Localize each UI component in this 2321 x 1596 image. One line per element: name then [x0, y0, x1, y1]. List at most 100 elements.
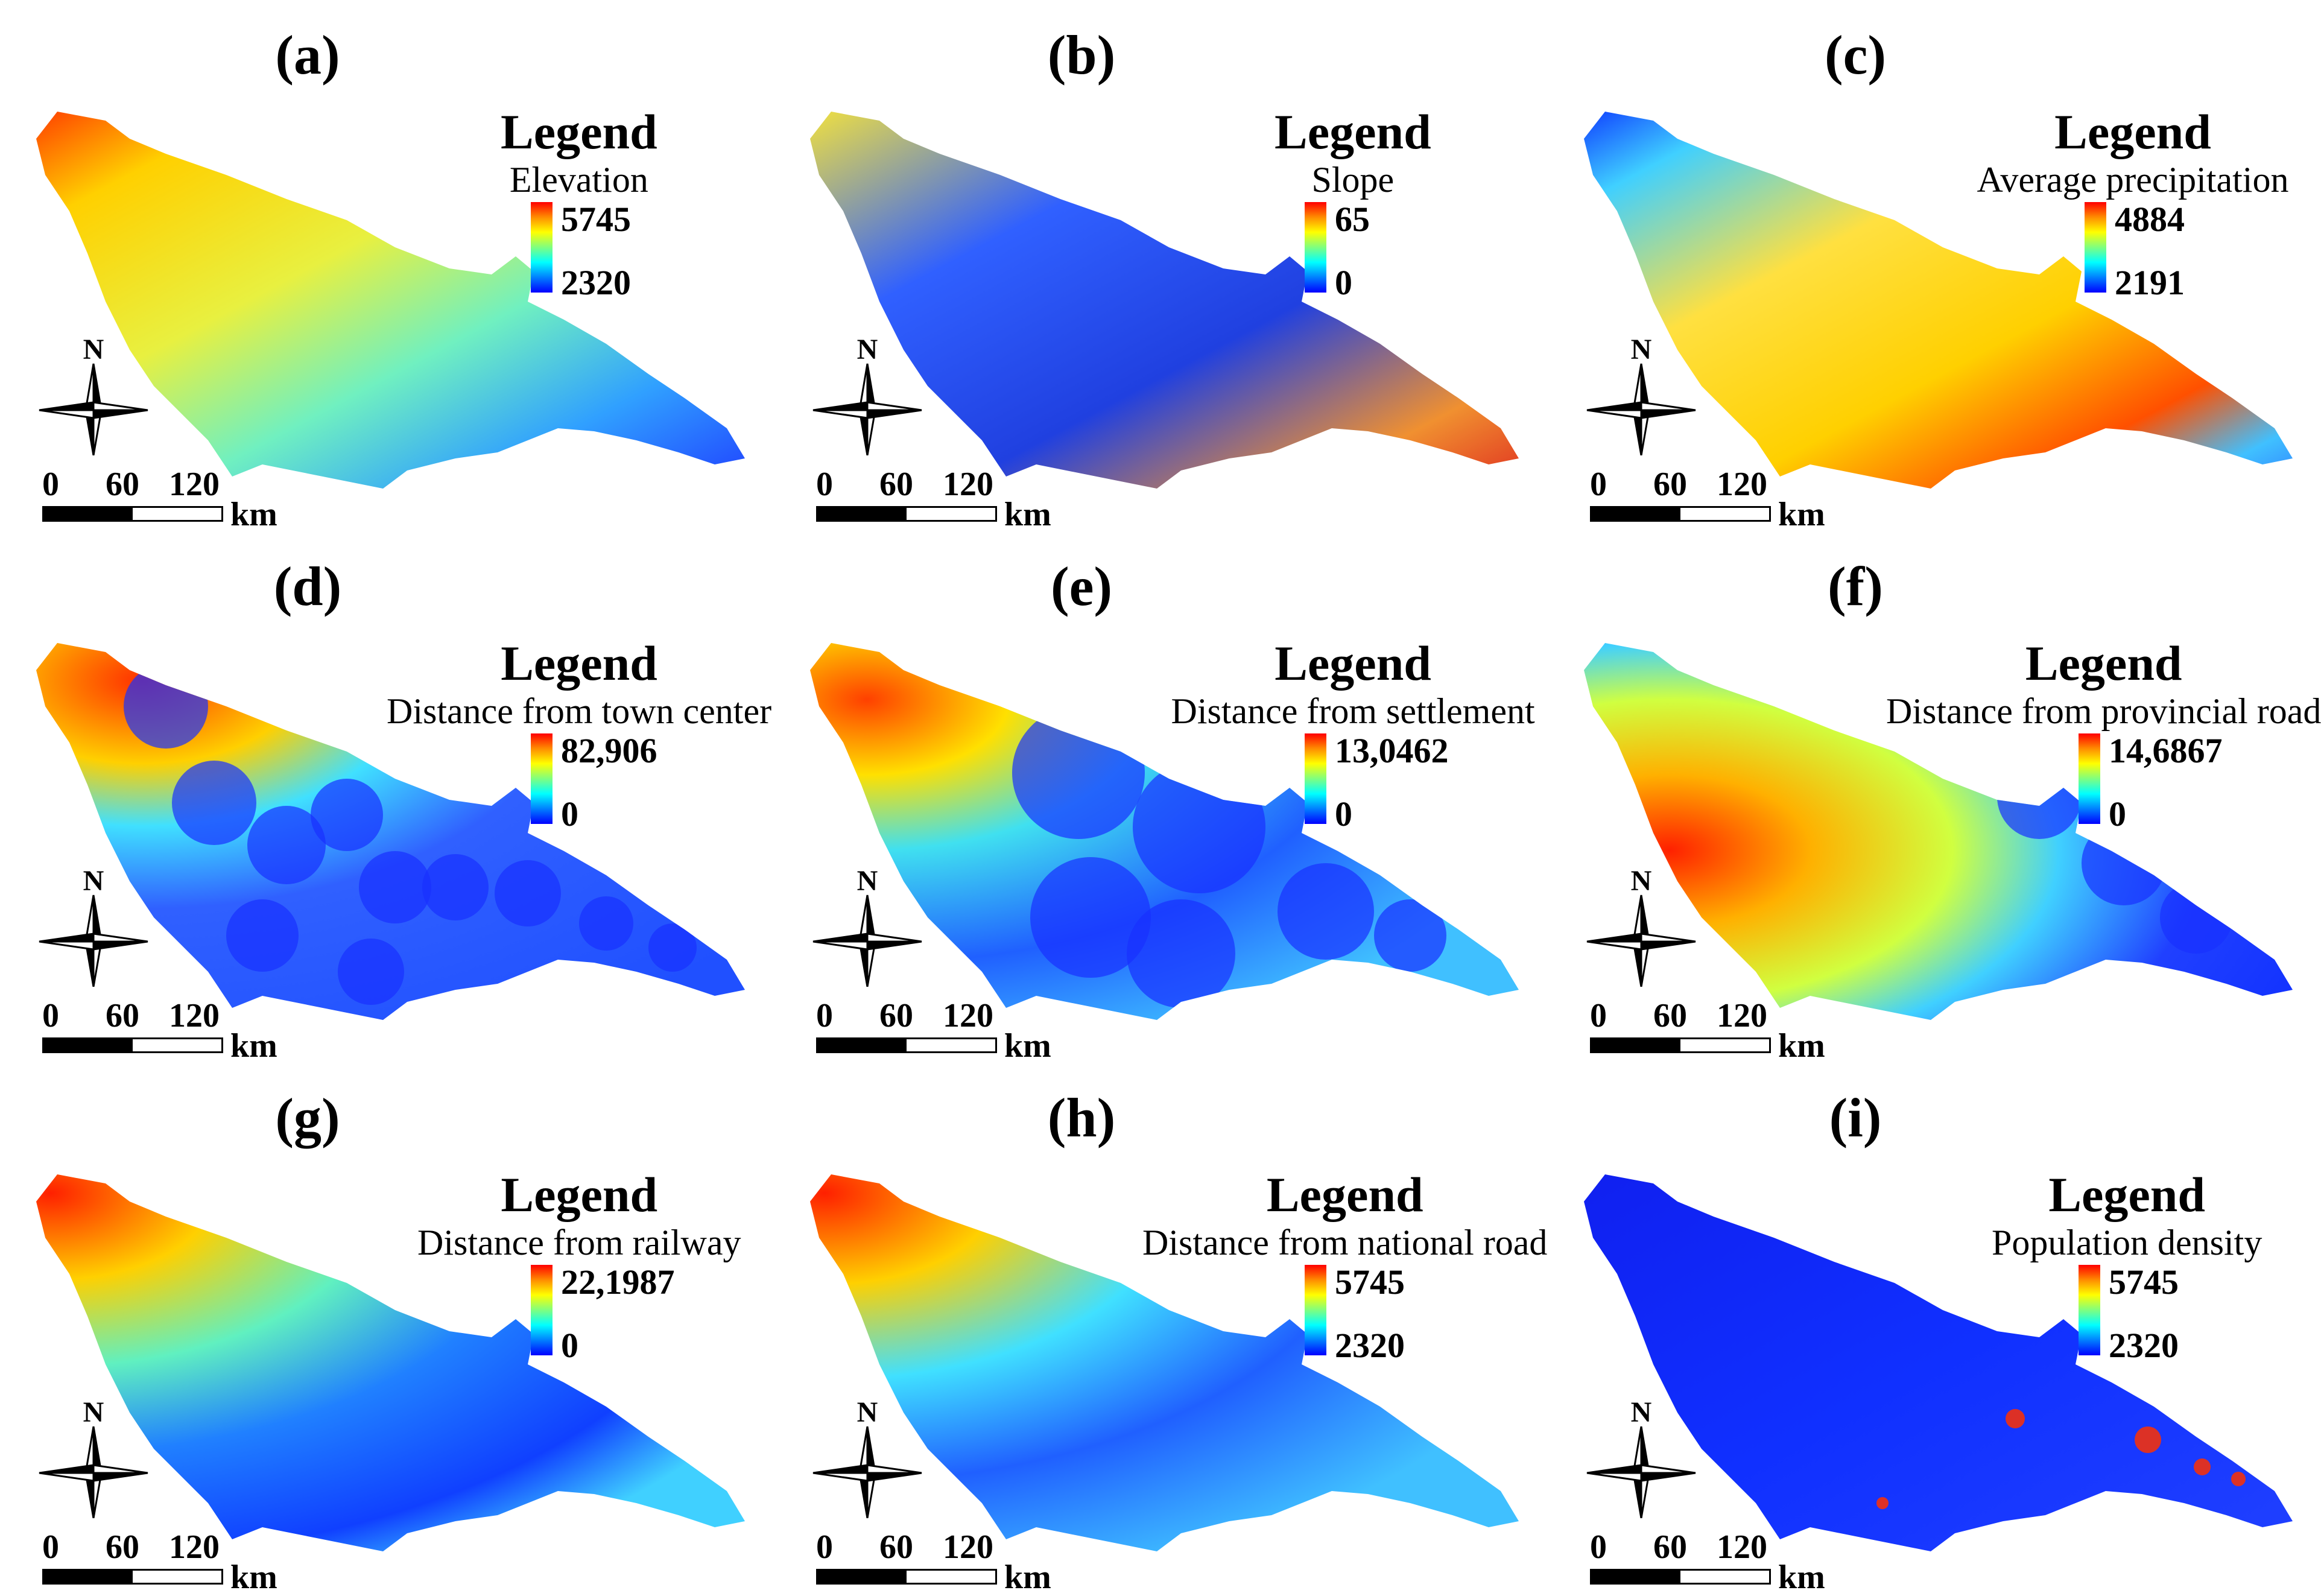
legend-title: Legend: [2025, 636, 2182, 691]
north-label: N: [1631, 866, 1652, 897]
legend-color-ramp: [531, 202, 553, 293]
legend-min-value: 2191: [2115, 263, 2185, 302]
north-arrow-icon: N: [1586, 866, 1696, 987]
scale-graphic: [42, 1037, 223, 1053]
legend-min-value: 0: [1335, 263, 1352, 302]
scale-tick-0: 0: [1590, 466, 1607, 503]
scale-graphic: [816, 1037, 997, 1053]
scale-unit: km: [1778, 496, 1825, 533]
scale-tick-0: 0: [42, 997, 59, 1034]
legend: Legend Average precipitation: [1977, 107, 2289, 198]
legend-max-value: 5745: [2109, 1262, 2179, 1302]
scale-tick-60: 60: [106, 466, 139, 503]
north-label: N: [1631, 1398, 1652, 1428]
legend-title: Legend: [2048, 1167, 2206, 1222]
scale-graphic: [1590, 1037, 1771, 1053]
legend-color-ramp: [2079, 733, 2100, 824]
legend-max-value: 4884: [2115, 200, 2185, 239]
legend-variable: Distance from railway: [417, 1223, 741, 1262]
legend-variable: Average precipitation: [1977, 160, 2289, 200]
legend-variable: Distance from provincial road: [1886, 691, 2321, 731]
scale-tick-60: 60: [1653, 997, 1687, 1034]
legend: Legend Distance from railway: [417, 1170, 741, 1261]
legend: Legend Slope: [1274, 107, 1431, 198]
panel-label: (f): [1828, 556, 1883, 617]
map-elevation: [36, 112, 745, 489]
legend-max-value: 5745: [561, 200, 631, 239]
scale-tick-60: 60: [879, 1528, 913, 1566]
scale-graphic: [1590, 1569, 1771, 1585]
scale-tick-60: 60: [879, 466, 913, 503]
scale-bar: 0 60 120 km: [42, 1530, 296, 1594]
study-region: [1584, 1174, 2293, 1551]
north-arrow-icon: N: [812, 866, 922, 987]
legend-color-ramp: [2079, 1265, 2100, 1355]
map-panel-railway: (g) Legend Distance from railway 22,1987 0 N 0…: [0, 1063, 773, 1594]
panel-label: (g): [275, 1087, 340, 1148]
north-arrow-icon: N: [39, 1398, 148, 1518]
map-panel-elevation: (a) Legend Elevation 5745 2320 N 0 60 120 km: [0, 0, 773, 531]
scale-bar: 0 60 120 km: [1590, 1530, 1843, 1594]
legend-title: Legend: [2054, 104, 2211, 159]
legend-variable: Population density: [1992, 1223, 2262, 1262]
legend: Legend Population density: [1992, 1170, 2262, 1261]
legend-variable: Distance from settlement: [1171, 691, 1535, 731]
scale-graphic: [816, 506, 997, 522]
legend-variable: Distance from national road: [1142, 1223, 1548, 1262]
scale-unit: km: [1004, 1027, 1051, 1065]
scale-tick-60: 60: [106, 997, 139, 1034]
legend-title: Legend: [501, 1167, 658, 1222]
legend-max-value: 5745: [1335, 1262, 1405, 1302]
scale-bar: 0 60 120 km: [816, 467, 1069, 531]
north-arrow-icon: N: [39, 866, 148, 987]
study-region: [810, 1174, 1519, 1551]
scale-tick-120: 120: [169, 466, 220, 503]
map-railway: [36, 1174, 745, 1551]
scale-tick-0: 0: [816, 997, 833, 1034]
scale-tick-0: 0: [42, 1528, 59, 1566]
scale-unit: km: [230, 496, 277, 533]
panel-label: (h): [1047, 1087, 1116, 1148]
study-region: [36, 643, 745, 1020]
map-panel-national: (h) Legend Distance from national road 5745…: [774, 1063, 1547, 1594]
scale-tick-120: 120: [169, 1528, 220, 1566]
legend-variable: Elevation: [509, 160, 648, 200]
scale-bar: 0 60 120 km: [42, 997, 296, 1063]
legend-variable: Slope: [1311, 160, 1395, 200]
north-arrow-icon: N: [39, 335, 148, 455]
legend: Legend Distance from settlement: [1171, 639, 1535, 731]
scale-tick-0: 0: [816, 466, 833, 503]
map-precip: [1584, 112, 2293, 489]
legend: Legend Distance from town center: [387, 639, 772, 731]
scale-tick-120: 120: [1717, 997, 1767, 1034]
scale-bar: 0 60 120 km: [816, 1530, 1069, 1594]
legend-color-ramp: [531, 1265, 553, 1355]
scale-unit: km: [1004, 496, 1051, 533]
legend-variable: Distance from town center: [387, 691, 772, 731]
legend-max-value: 14,6867: [2109, 731, 2223, 770]
map-panel-slope: (b) Legend Slope 65 0 N 0 60 120 km: [774, 0, 1547, 531]
map-panel-provincial: (f) Legend Distance from provincial road 14…: [1548, 531, 2321, 1063]
legend-min-value: 0: [1335, 794, 1352, 834]
study-region: [36, 1174, 745, 1551]
panel-label: (b): [1047, 24, 1116, 86]
legend-min-value: 2320: [1335, 1326, 1405, 1365]
panel-label: (i): [1829, 1087, 1882, 1148]
map-population: [1584, 1174, 2293, 1551]
scale-unit: km: [1778, 1559, 1825, 1596]
legend-color-ramp: [2085, 202, 2106, 293]
legend-max-value: 22,1987: [561, 1262, 675, 1302]
north-label: N: [857, 335, 878, 366]
legend-min-value: 0: [561, 794, 578, 834]
map-town: [36, 643, 745, 1020]
scale-tick-0: 0: [42, 466, 59, 503]
scale-graphic: [42, 506, 223, 522]
scale-graphic: [42, 1569, 223, 1585]
study-region: [1584, 643, 2293, 1020]
scale-unit: km: [230, 1559, 277, 1596]
north-arrow-icon: N: [812, 1398, 922, 1518]
legend-color-ramp: [531, 733, 553, 824]
scale-tick-120: 120: [943, 466, 993, 503]
north-arrow-icon: N: [1586, 335, 1696, 455]
north-label: N: [83, 1398, 104, 1428]
